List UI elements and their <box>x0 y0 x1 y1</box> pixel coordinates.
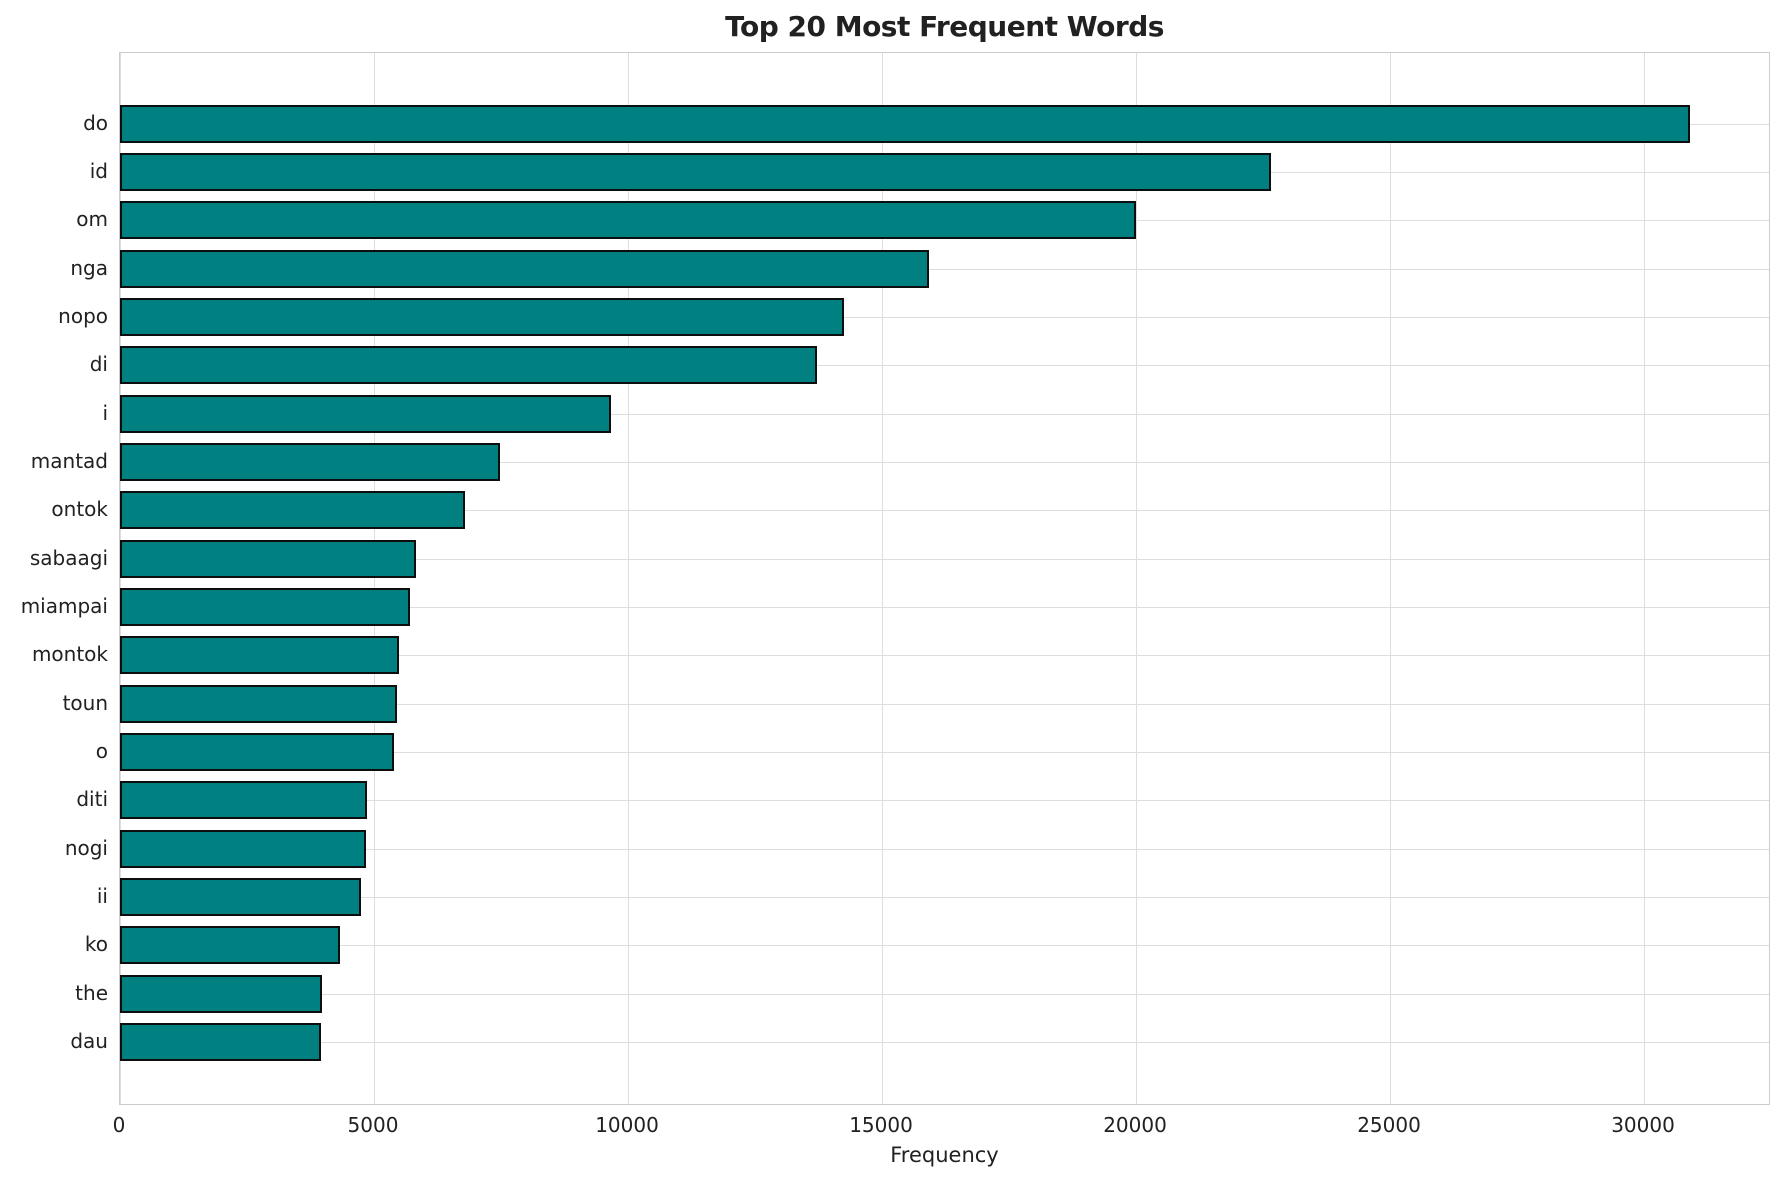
y-tick-label: miampai <box>20 594 108 618</box>
gridline-h <box>120 1041 1769 1043</box>
bar-miampai <box>120 588 410 626</box>
y-tick-label: ko <box>84 932 108 957</box>
bar-ko <box>120 926 340 965</box>
gridline-h <box>120 607 1769 608</box>
x-axis-label: Frequency <box>890 1143 999 1167</box>
y-tick-label: id <box>89 159 108 184</box>
y-tick-label: toun <box>62 690 108 715</box>
gridline-v <box>374 53 375 1104</box>
bar-diti <box>120 781 368 820</box>
gridline-v <box>120 53 121 1104</box>
gridline-h <box>120 558 1769 560</box>
y-tick-label: sabaagi <box>29 545 108 570</box>
plot-area <box>119 52 1770 1105</box>
bar-sabaagi <box>120 539 417 578</box>
bar-nopo <box>120 298 844 337</box>
bar-the <box>120 974 322 1013</box>
gridline-h <box>120 800 1769 802</box>
bar-id <box>120 153 1271 192</box>
y-tick-label: diti <box>76 787 108 812</box>
y-tick-label: the <box>75 980 108 1005</box>
bar-o <box>120 732 394 771</box>
y-tick-label: dau <box>70 1028 108 1053</box>
x-tick-label: 10000 <box>595 1113 659 1137</box>
x-tick-label: 20000 <box>1103 1113 1167 1137</box>
bar-ii <box>120 877 361 916</box>
bar-nga <box>120 249 929 288</box>
gridline-v <box>1644 53 1645 1104</box>
bar-nogi <box>120 829 367 868</box>
y-tick-label: nogi <box>64 835 108 860</box>
y-tick-label: montok <box>31 642 108 667</box>
bar-ontok <box>120 491 466 530</box>
gridline-h <box>120 268 1769 270</box>
gridline-v <box>1136 53 1137 1104</box>
bar-om <box>120 201 1136 240</box>
y-tick-label: nopo <box>58 304 108 329</box>
y-tick-label: om <box>76 207 108 232</box>
x-tick-label: 15000 <box>849 1113 913 1137</box>
gridline-h <box>120 413 1769 415</box>
bar-dau <box>120 1022 322 1061</box>
y-tick-label: di <box>89 352 108 377</box>
x-tick-label: 30000 <box>1611 1113 1675 1137</box>
gridline-h <box>120 317 1769 319</box>
y-tick-label: ii <box>96 883 108 908</box>
x-tick-label: 5000 <box>347 1113 399 1137</box>
gridline-h <box>120 945 1769 947</box>
bar-di <box>120 346 817 385</box>
gridline-h <box>120 703 1769 705</box>
bar-i <box>120 394 611 433</box>
chart-title: Top 20 Most Frequent Words <box>725 10 1164 43</box>
gridline-h <box>120 993 1769 995</box>
bar-mantad <box>120 443 500 481</box>
y-tick-label: o <box>95 738 108 763</box>
gridline-h <box>120 655 1769 657</box>
bar-do <box>120 104 1690 143</box>
y-tick-label: do <box>83 110 108 135</box>
gridline-h <box>120 751 1769 753</box>
bar-toun <box>120 684 397 723</box>
gridline-v <box>1390 53 1391 1104</box>
gridline-h <box>120 365 1769 367</box>
gridline-h <box>120 510 1769 512</box>
y-tick-label: i <box>102 400 108 425</box>
gridline-v <box>628 53 629 1104</box>
x-tick-label: 0 <box>112 1113 126 1137</box>
x-tick-label: 25000 <box>1357 1113 1421 1137</box>
gridline-h <box>120 896 1769 898</box>
gridline-h <box>120 848 1769 850</box>
y-tick-label: nga <box>70 255 108 280</box>
gridline-v <box>882 53 883 1104</box>
bar-montok <box>120 636 400 675</box>
gridline-h <box>120 462 1769 463</box>
y-tick-label: mantad <box>30 449 108 473</box>
y-tick-label: ontok <box>51 497 108 522</box>
